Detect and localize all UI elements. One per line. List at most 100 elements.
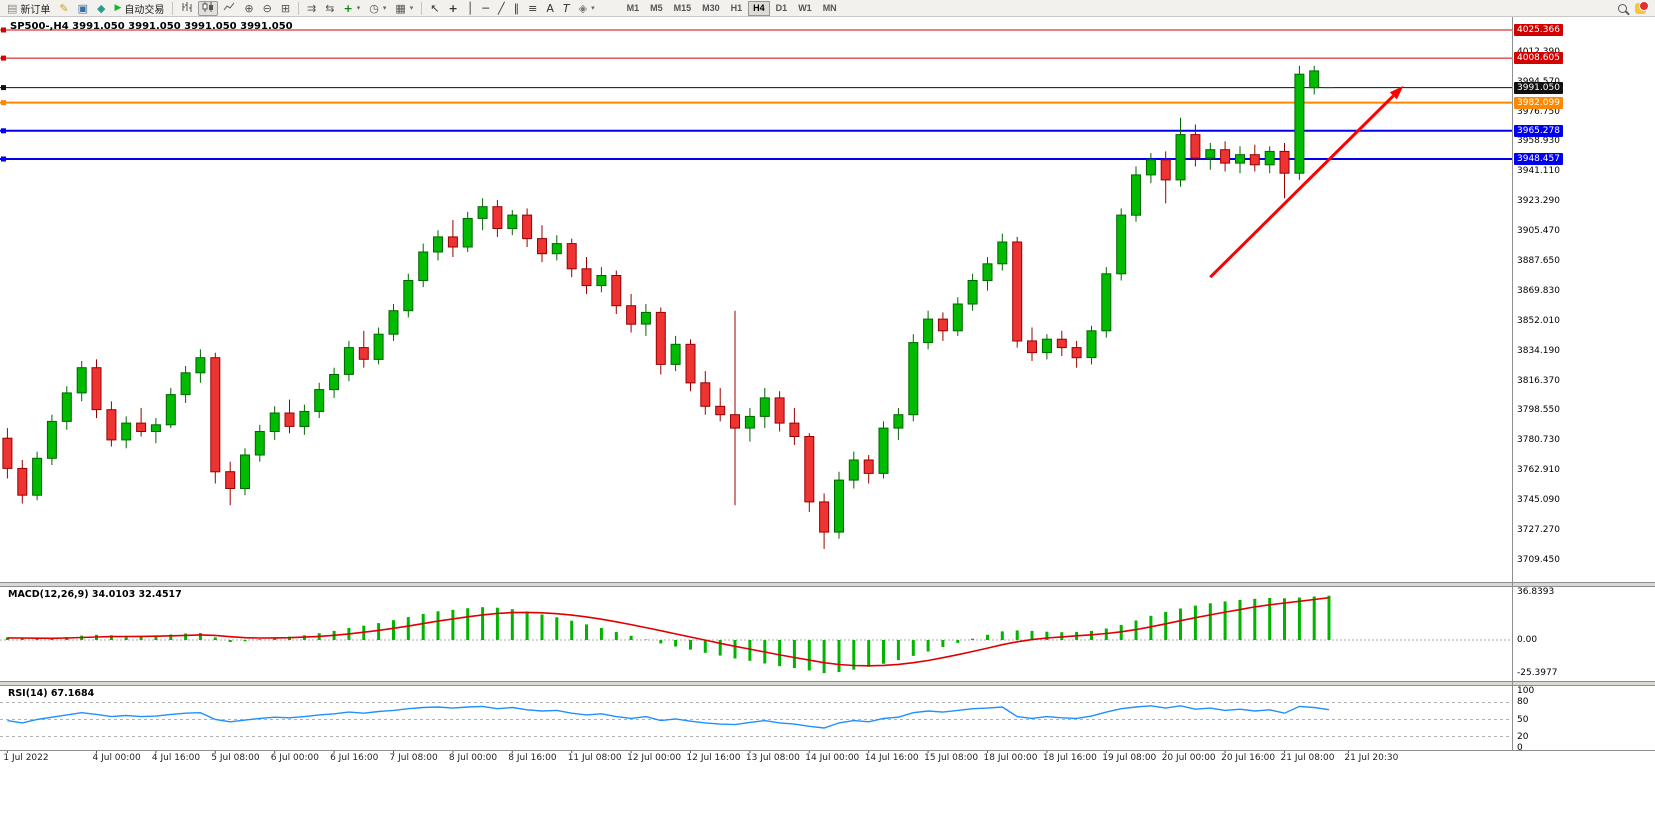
chart-canvas[interactable] (0, 17, 1655, 815)
bar-chart-button[interactable] (177, 1, 197, 16)
time-axis-label[interactable]: 12 Jul 00:00 (627, 753, 682, 763)
time-axis-label[interactable]: 14 Jul 16:00 (864, 753, 919, 763)
channel-button[interactable]: ∥ (510, 1, 524, 16)
trendline-icon: ╱ (497, 1, 505, 15)
time-axis-label[interactable]: 1 Jul 2022 (3, 753, 49, 763)
toolbar-separator (172, 1, 174, 15)
time-axis-label[interactable]: 18 Jul 16:00 (1042, 753, 1097, 763)
vertical-line-button[interactable]: │ (463, 1, 478, 16)
line-chart-icon (223, 1, 235, 16)
zoom-in-button[interactable]: ⊕ (240, 1, 257, 16)
text-label-button[interactable]: T (559, 1, 574, 16)
auto-scroll-button[interactable]: ⇉ (303, 1, 320, 16)
horizontal-line-icon: ─ (482, 1, 489, 15)
cursor-icon: ↖ (430, 1, 440, 15)
candlestick-series (2, 65, 1334, 549)
time-axis-label[interactable]: 19 Jul 08:00 (1102, 753, 1157, 763)
line-chart-button[interactable] (219, 1, 239, 16)
tf-m5-button[interactable]: M5 (645, 1, 668, 16)
arrows-button[interactable]: ◈ ▾ (575, 1, 599, 16)
grid-icon: ⊞ (280, 1, 291, 15)
time-axis-label[interactable]: 18 Jul 00:00 (983, 753, 1038, 763)
cursor-button[interactable]: ↖ (426, 1, 443, 16)
candlestick-chart-icon (202, 1, 214, 16)
candlestick-chart-button[interactable] (198, 0, 219, 16)
tf-w1-button[interactable]: W1 (793, 1, 817, 16)
time-axis-label[interactable]: 20 Jul 16:00 (1221, 753, 1276, 763)
macd-scale-label: 36.8393 (1517, 586, 1555, 597)
time-axis-label[interactable]: 20 Jul 00:00 (1161, 753, 1216, 763)
tf-h4-button[interactable]: H4 (748, 0, 770, 16)
signals-button[interactable]: ◆ (93, 1, 109, 16)
crosshair-button[interactable]: + (445, 1, 462, 16)
crosshair-icon: + (448, 1, 458, 15)
time-axis-label[interactable]: 14 Jul 00:00 (805, 753, 860, 763)
price-tick-label: 3852.010 (1517, 315, 1560, 326)
tf-m30-button[interactable]: M30 (697, 1, 725, 16)
autotrading-label: 自动交易 (124, 4, 165, 16)
price-level-label: 3965.278 (1514, 124, 1563, 137)
macd-title: MACD(12,26,9) 34.0103 32.4517 (8, 589, 182, 600)
autotrading-button[interactable]: ▶ 自动交易 (111, 1, 169, 16)
tf-m15-button[interactable]: M15 (669, 1, 697, 16)
chevron-down-icon: ▾ (409, 4, 414, 12)
time-axis-label[interactable]: 11 Jul 08:00 (567, 753, 622, 763)
search-icon[interactable] (1618, 3, 1627, 13)
time-axis-label[interactable]: 4 Jul 16:00 (151, 753, 201, 763)
tf-h1-button[interactable]: H1 (726, 1, 748, 16)
price-tick-label: 3816.370 (1517, 375, 1560, 386)
fibonacci-button[interactable]: ≡ (524, 1, 541, 16)
price-tick-label: 3923.290 (1517, 196, 1560, 207)
new-order-button[interactable]: ▤ 新订单 (3, 1, 54, 16)
periods-button[interactable]: ◷ ▾ (365, 1, 390, 16)
chart-shift-icon: ⇆ (325, 1, 335, 15)
time-axis-label[interactable]: 21 Jul 08:00 (1280, 753, 1335, 763)
price-tick-label: 3834.190 (1517, 345, 1560, 356)
chevron-down-icon: ▾ (382, 4, 387, 12)
chart-shift-button[interactable]: ⇆ (321, 1, 338, 16)
rsi-title: RSI(14) 67.1684 (8, 688, 95, 699)
time-axis-label[interactable]: 13 Jul 08:00 (745, 753, 800, 763)
time-axis-label[interactable]: 8 Jul 16:00 (508, 753, 557, 763)
zoom-out-button[interactable]: ⊖ (259, 1, 276, 16)
rsi-splitter[interactable] (0, 681, 1655, 686)
fibonacci-icon: ≡ (528, 1, 538, 15)
time-axis-label[interactable]: 12 Jul 16:00 (686, 753, 741, 763)
time-axis-label[interactable]: 6 Jul 16:00 (330, 753, 379, 763)
templates-button[interactable]: ▦ ▾ (391, 1, 417, 16)
time-axis-label[interactable]: 7 Jul 08:00 (389, 753, 438, 763)
price-level-label: 3991.050 (1514, 81, 1563, 94)
trend-arrow[interactable] (1209, 85, 1404, 279)
macd-splitter[interactable] (0, 582, 1655, 587)
indicators-button[interactable]: + ▾ (340, 1, 365, 16)
rsi-scale-label: 100 (1517, 686, 1535, 696)
grid-button[interactable]: ⊞ (277, 1, 294, 16)
time-axis-label[interactable]: 8 Jul 00:00 (448, 753, 498, 763)
text-icon: A (546, 1, 554, 15)
price-tick-label: 3727.270 (1517, 524, 1560, 535)
time-axis-label[interactable]: 4 Jul 00:00 (92, 753, 141, 763)
metaeditor-button[interactable]: ✎ (55, 1, 72, 16)
trendline-button[interactable]: ╱ (494, 1, 509, 16)
timeframe-group: M1 M5 M15 M30 H1 H4 D1 W1 MN (622, 0, 842, 16)
price-level-lines[interactable] (0, 27, 1512, 162)
text-button[interactable]: A (542, 1, 558, 16)
tf-mn-button[interactable]: MN (818, 1, 842, 16)
new-order-icon: ▤ (7, 1, 18, 15)
notification-icon[interactable] (1635, 0, 1649, 14)
time-axis-label[interactable]: 6 Jul 00:00 (270, 753, 319, 763)
horizontal-line-button[interactable]: ─ (478, 1, 493, 16)
tf-m1-button[interactable]: M1 (622, 1, 645, 16)
price-tick-label: 3905.470 (1517, 226, 1560, 237)
time-axis-label[interactable]: 15 Jul 08:00 (924, 753, 979, 763)
price-tick-label: 3762.910 (1517, 465, 1560, 476)
time-axis-label[interactable]: 5 Jul 08:00 (211, 753, 260, 763)
toolbar: ▤ 新订单 ✎ ▣ ◆ ▶ 自动交易 ⊕ ⊖ ⊞ ⇉ ⇆ + ▾ ◷ ▾ ▦ ▾ ↖ … (0, 0, 1655, 17)
price-tick-label: 3976.750 (1517, 106, 1560, 117)
market-button[interactable]: ▣ (74, 1, 92, 16)
tf-d1-button[interactable]: D1 (771, 1, 793, 16)
templates-icon: ▦ (395, 1, 406, 15)
time-axis-label[interactable]: 21 Jul 20:30 (1344, 753, 1399, 763)
price-tick-label: 3887.650 (1517, 255, 1560, 266)
